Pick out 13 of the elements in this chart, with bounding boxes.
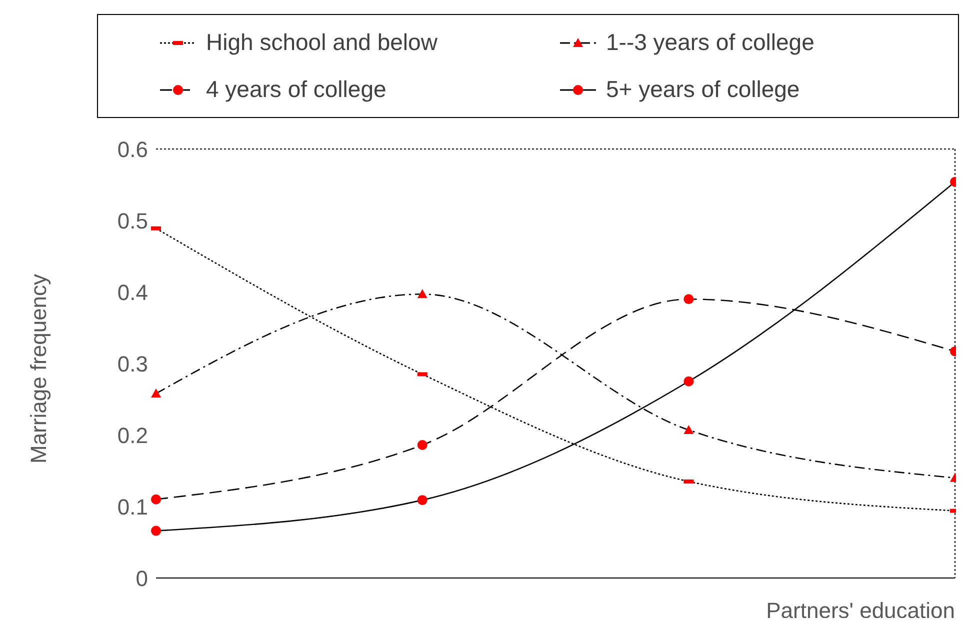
x-axis-title: Partners' education [766, 598, 955, 623]
legend-label: 1--3 years of college [606, 29, 814, 56]
legend-label: High school and below [206, 29, 438, 56]
y-tick-label: 0.2 [117, 422, 148, 448]
y-tick-label: 0.5 [117, 208, 148, 234]
y-tick-label: 0.6 [117, 136, 148, 162]
y-tick-label: 0.1 [117, 494, 148, 520]
legend-label: 5+ years of college [606, 76, 800, 103]
y-axis-title: Marriage frequency [26, 274, 51, 464]
y-tick-label: 0 [136, 566, 148, 591]
y-tick-label: 0.4 [117, 280, 148, 305]
legend-label: 4 years of college [206, 76, 386, 103]
y-tick-label: 0.3 [117, 351, 148, 376]
